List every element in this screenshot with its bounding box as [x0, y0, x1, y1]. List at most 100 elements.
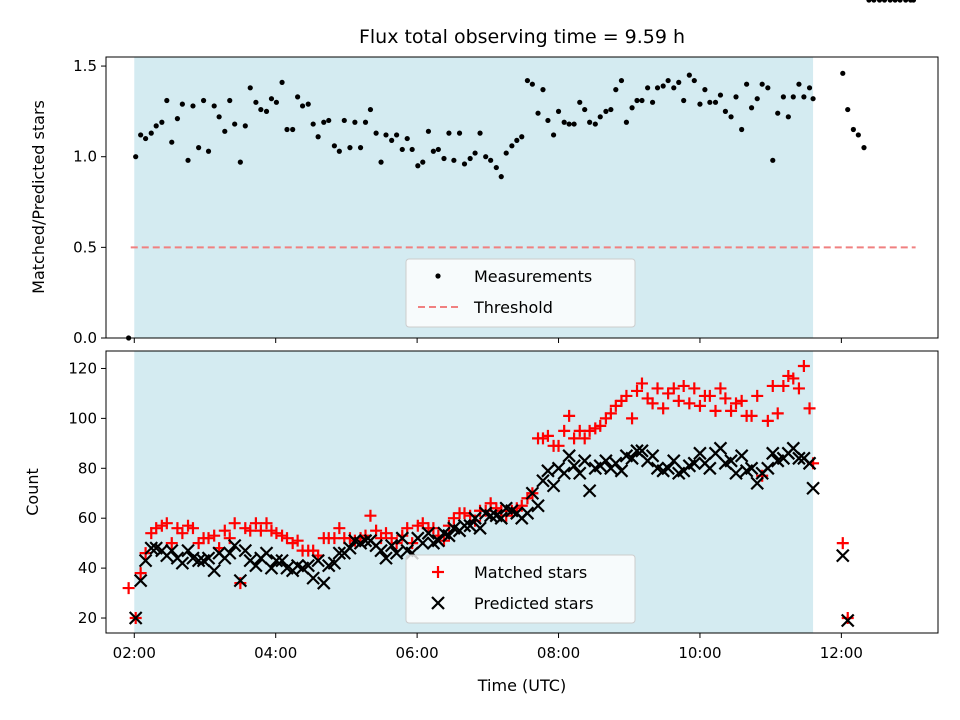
predicted-star-point	[713, 441, 728, 456]
predicted-star-point	[238, 543, 253, 558]
matched-star-point	[745, 409, 758, 422]
measurement-point	[498, 174, 504, 180]
measurement-point	[290, 126, 296, 133]
measurement-point	[571, 121, 577, 127]
matched-star-point	[651, 382, 664, 395]
measurement-point	[273, 99, 280, 105]
predicted-star-point	[379, 551, 393, 565]
predicted-star-point	[577, 454, 592, 468]
predicted-star-point	[233, 573, 248, 588]
predicted-star-point	[207, 563, 221, 578]
matched-star-point	[604, 407, 617, 420]
matched-star-point	[260, 517, 273, 530]
matched-star-point	[583, 424, 596, 437]
predicted-star-point	[128, 611, 143, 625]
predicted-star-point	[687, 456, 702, 471]
matched-star-point	[693, 399, 706, 412]
measurement-point	[759, 81, 765, 87]
predicted-star-point	[729, 466, 743, 481]
matched-star-point	[714, 382, 727, 395]
predicted-star-point	[269, 553, 284, 568]
predicted-star-point	[567, 459, 581, 473]
matched-star-point	[771, 407, 784, 420]
measurement-point	[775, 110, 781, 116]
predicted-star-point	[389, 546, 404, 560]
measurement-point	[404, 135, 410, 142]
measurement-point	[618, 77, 625, 84]
measurement-point	[133, 154, 139, 160]
predicted-star-point	[332, 546, 347, 560]
ratio-y-tick-label: 1.0	[73, 148, 97, 166]
measurement-point	[179, 101, 185, 107]
measurement-point	[623, 119, 630, 125]
predicted-star-point	[806, 481, 820, 496]
predicted-star-point	[227, 538, 242, 553]
measurement-point	[717, 92, 724, 98]
measurement-point	[845, 106, 851, 113]
measurement-point	[305, 101, 311, 107]
predicted-star-point	[761, 461, 775, 476]
measurement-point	[780, 94, 786, 100]
measurement-point	[686, 72, 692, 78]
predicted-star-point	[311, 553, 325, 568]
measurement-point	[394, 132, 400, 138]
measurement-point	[321, 119, 327, 125]
matched-star-point	[667, 382, 680, 395]
measurement-point	[671, 85, 677, 91]
predicted-star-point	[661, 461, 675, 476]
measurement-point	[910, 0, 917, 3]
matched-star-point	[186, 522, 199, 535]
count-marks	[123, 360, 855, 628]
predicted-star-point	[541, 464, 555, 478]
measurement-point	[770, 157, 776, 163]
count-y-tick-label: 80	[78, 459, 97, 477]
matched-star-point	[631, 384, 644, 397]
measurement-point	[587, 119, 593, 125]
predicted-star-point	[395, 531, 410, 545]
matched-star-point	[160, 517, 173, 530]
predicted-star-point	[614, 464, 629, 478]
predicted-star-point	[792, 451, 806, 466]
predicted-star-point	[536, 473, 550, 488]
measurement-point	[582, 106, 588, 113]
matched-star-point	[836, 537, 849, 550]
predicted-star-point	[384, 538, 399, 553]
measurement-point	[232, 121, 238, 127]
measurement-point	[903, 0, 909, 3]
measurement-point	[739, 126, 745, 133]
measurement-point	[441, 155, 447, 162]
predicted-star-point	[249, 558, 263, 573]
measurement-point	[806, 85, 813, 91]
legend-matched-marker	[432, 566, 444, 578]
matched-star-point	[792, 382, 805, 395]
measurement-point	[430, 148, 436, 154]
measurement-point	[362, 119, 369, 125]
measurement-point	[765, 85, 771, 91]
matched-star-point	[568, 432, 581, 445]
matched-star-point	[165, 537, 178, 550]
x-tick-label: 08:00	[537, 644, 580, 662]
measurement-point	[456, 130, 463, 136]
predicted-star-point	[802, 456, 817, 471]
predicted-star-point	[836, 548, 850, 563]
ratio-y-axis-label: Matched/Predicted stars	[29, 100, 48, 294]
matched-star-point	[646, 397, 659, 410]
measurement-point	[649, 99, 656, 105]
predicted-star-point	[343, 541, 357, 555]
predicted-star-point	[473, 521, 487, 535]
measurement-point	[790, 94, 796, 100]
measurement-point	[639, 97, 645, 104]
measurement-point	[477, 130, 483, 136]
count-axis-ticks: 20 40 60 80 100 120 02:00 04:00 06:00 08:00 10:00 1…	[68, 359, 863, 662]
measurement-point	[855, 132, 861, 138]
legend-predicted-label: Predicted stars	[474, 594, 594, 613]
predicted-star-point	[786, 441, 801, 456]
measurement-point	[196, 145, 202, 151]
matched-star-point	[270, 527, 283, 540]
matched-star-point	[761, 414, 774, 427]
predicted-star-point	[494, 511, 509, 525]
matched-star-point	[709, 404, 722, 417]
measurement-point	[529, 81, 535, 87]
measurement-point	[174, 116, 181, 122]
matched-star-point	[620, 389, 633, 402]
